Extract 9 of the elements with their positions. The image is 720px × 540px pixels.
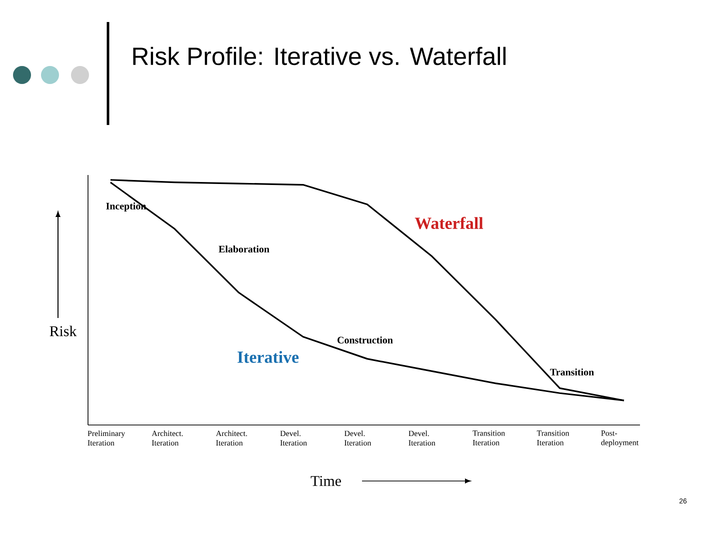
annotation: Inception (106, 202, 146, 212)
annotation: Elaboration (218, 245, 270, 252)
y-axis-title: Risk (50, 326, 77, 336)
chart-title: Risk Profile: Iterative vs. Waterfall (133, 46, 506, 66)
annotation: Construction (338, 336, 393, 344)
series-label: Waterfall (414, 216, 484, 230)
annotation: Transition (550, 368, 594, 376)
x-axis-title: Time (310, 476, 341, 486)
series-label: Iterative (238, 351, 299, 363)
